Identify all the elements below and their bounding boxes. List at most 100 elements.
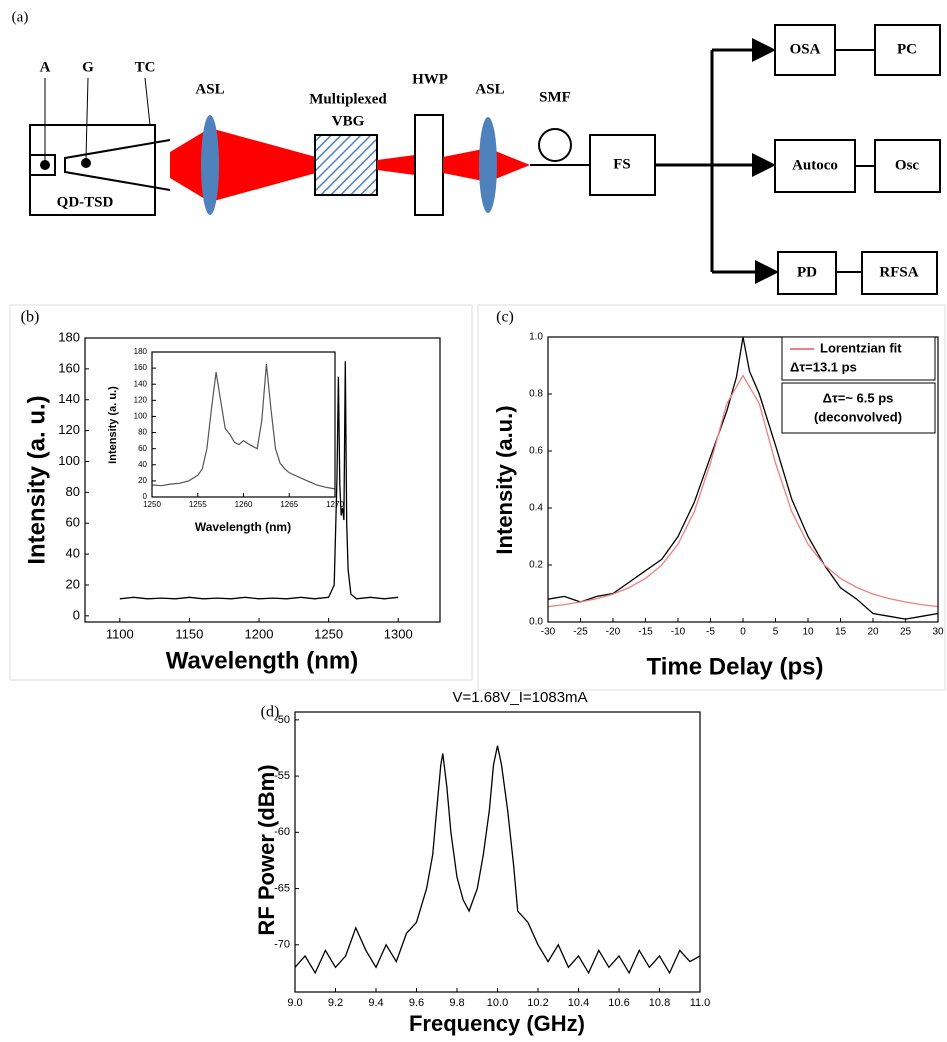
y-tick-label: 40 bbox=[66, 546, 80, 561]
y-tick-label: 60 bbox=[66, 515, 80, 530]
inset-background bbox=[152, 352, 335, 497]
y-tick-label: 140 bbox=[134, 379, 148, 388]
y-tick-label: 60 bbox=[138, 444, 147, 453]
data-line bbox=[547, 374, 939, 608]
x-axis-label: Wavelength (nm) bbox=[166, 647, 358, 674]
y-tick-label: 180 bbox=[58, 329, 80, 344]
data-line bbox=[294, 745, 701, 975]
x-tick-label: 10.4 bbox=[568, 997, 589, 1009]
waveguide bbox=[64, 139, 171, 191]
label: ASL bbox=[475, 81, 504, 97]
x-tick-label: -25 bbox=[573, 627, 588, 638]
label: PD bbox=[797, 264, 817, 280]
x-tick-label: -10 bbox=[671, 627, 686, 638]
x-tick-label: 1300 bbox=[384, 626, 413, 641]
y-tick-label: 0.0 bbox=[529, 617, 543, 628]
label: G bbox=[82, 59, 94, 75]
x-axis-label: Frequency (GHz) bbox=[409, 1011, 585, 1036]
pointer bbox=[144, 77, 151, 126]
plot-frame bbox=[547, 336, 939, 623]
panel-frame bbox=[9, 304, 473, 681]
label: HWP bbox=[412, 71, 448, 87]
annotation: Δτ=~ 6.5 ps bbox=[823, 390, 894, 405]
x-tick-label: 9.4 bbox=[368, 997, 383, 1009]
x-tick-label: 1250 bbox=[143, 500, 161, 509]
panel-label: (c) bbox=[496, 309, 514, 326]
y-tick-label: 1.0 bbox=[529, 332, 543, 343]
setup-diagram: (a) A G TC QD-TSD ASL Multiplexed VBG HW… bbox=[12, 9, 941, 295]
annotation-box bbox=[781, 382, 936, 434]
y-tick-label: 80 bbox=[138, 428, 147, 437]
y-tick-label: -70 bbox=[274, 939, 290, 951]
hwp bbox=[414, 114, 444, 216]
x-tick-label: -15 bbox=[638, 627, 653, 638]
y-axis-label: Intensity (a.u.) bbox=[492, 405, 517, 554]
x-axis-label: Wavelength (nm) bbox=[195, 520, 291, 534]
pointer bbox=[85, 77, 89, 160]
y-tick-label: 100 bbox=[58, 453, 80, 468]
x-tick-label: -30 bbox=[541, 627, 556, 638]
smf-loop bbox=[538, 128, 572, 162]
label: A bbox=[40, 59, 51, 75]
label: RFSA bbox=[879, 264, 918, 280]
y-axis-label: RF Power (dBm) bbox=[254, 764, 279, 935]
x-tick-label: -20 bbox=[606, 627, 621, 638]
y-tick-label: 80 bbox=[66, 484, 80, 499]
panel-frame bbox=[477, 304, 946, 691]
x-tick-label: 9.6 bbox=[409, 997, 424, 1009]
plot-frame bbox=[84, 337, 441, 623]
lens bbox=[479, 117, 497, 213]
data-line bbox=[151, 364, 336, 490]
vbg bbox=[314, 134, 378, 196]
label: PC bbox=[897, 41, 917, 57]
y-axis-label: Intensity (a. u.) bbox=[23, 395, 50, 564]
panel-label: (d) bbox=[261, 704, 280, 721]
y-tick-label: 0 bbox=[143, 492, 148, 501]
y-tick-label: -65 bbox=[274, 882, 290, 894]
label: FS bbox=[613, 156, 631, 172]
y-tick-label: 140 bbox=[58, 391, 80, 406]
label: QD-TSD bbox=[57, 194, 114, 210]
label: Autoco bbox=[792, 157, 838, 173]
x-tick-label: 5 bbox=[773, 627, 779, 638]
y-tick-label: 160 bbox=[58, 360, 80, 375]
x-tick-label: 0 bbox=[740, 627, 746, 638]
y-tick-label: 0.2 bbox=[529, 560, 543, 571]
x-tick-label: 30 bbox=[932, 627, 944, 638]
y-tick-label: -55 bbox=[274, 770, 290, 782]
x-tick-label: 1150 bbox=[175, 626, 203, 641]
y-tick-label: 0 bbox=[73, 607, 80, 622]
label: ASL bbox=[195, 81, 224, 97]
x-tick-label: 10 bbox=[802, 627, 814, 638]
y-tick-label: 0.6 bbox=[529, 446, 543, 457]
label: OSA bbox=[790, 41, 821, 57]
y-tick-label: 0.4 bbox=[529, 503, 543, 514]
x-tick-label: 11.0 bbox=[690, 997, 711, 1009]
y-tick-label: 120 bbox=[58, 422, 80, 437]
x-axis-label: Time Delay (ps) bbox=[647, 653, 824, 680]
x-tick-label: 10.6 bbox=[608, 997, 629, 1009]
label: VBG bbox=[332, 113, 365, 129]
legend-label: Lorentzian fit bbox=[820, 340, 902, 355]
annotation: Δτ=13.1 ps bbox=[790, 359, 857, 374]
anode-section bbox=[29, 154, 56, 176]
label: SMF bbox=[539, 89, 571, 105]
legend-box bbox=[781, 336, 936, 381]
x-tick-label: 10.8 bbox=[649, 997, 670, 1009]
panel-label: (b) bbox=[21, 309, 40, 326]
beam bbox=[377, 155, 415, 175]
y-tick-label: 40 bbox=[138, 460, 147, 469]
x-tick-label: 1270 bbox=[326, 500, 344, 509]
y-tick-label: 180 bbox=[134, 347, 148, 356]
x-tick-label: 9.2 bbox=[328, 997, 343, 1009]
x-tick-label: 1265 bbox=[280, 500, 298, 509]
x-tick-label: 25 bbox=[900, 627, 912, 638]
x-tick-label: -5 bbox=[706, 627, 715, 638]
x-tick-label: 20 bbox=[867, 627, 879, 638]
x-tick-label: 1200 bbox=[245, 626, 274, 641]
y-tick-label: 20 bbox=[138, 476, 147, 485]
x-tick-label: 1100 bbox=[106, 626, 134, 641]
y-tick-label: 20 bbox=[66, 576, 80, 591]
gain-dot bbox=[81, 158, 91, 168]
